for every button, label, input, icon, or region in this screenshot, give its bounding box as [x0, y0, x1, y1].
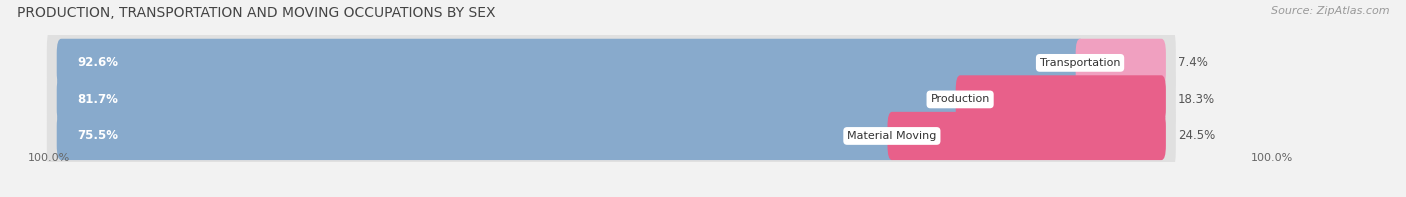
FancyBboxPatch shape — [56, 75, 965, 124]
FancyBboxPatch shape — [46, 56, 1175, 143]
Text: PRODUCTION, TRANSPORTATION AND MOVING OCCUPATIONS BY SEX: PRODUCTION, TRANSPORTATION AND MOVING OC… — [17, 6, 495, 20]
FancyBboxPatch shape — [1076, 39, 1166, 87]
Text: 7.4%: 7.4% — [1178, 56, 1208, 69]
Text: 100.0%: 100.0% — [1251, 153, 1294, 163]
Text: 75.5%: 75.5% — [77, 129, 118, 142]
Text: 81.7%: 81.7% — [77, 93, 118, 106]
Text: 18.3%: 18.3% — [1178, 93, 1215, 106]
Text: Production: Production — [931, 94, 990, 104]
FancyBboxPatch shape — [46, 93, 1175, 179]
Text: Source: ZipAtlas.com: Source: ZipAtlas.com — [1271, 6, 1389, 16]
FancyBboxPatch shape — [46, 20, 1175, 106]
Text: 92.6%: 92.6% — [77, 56, 118, 69]
FancyBboxPatch shape — [56, 112, 896, 160]
Text: Material Moving: Material Moving — [848, 131, 936, 141]
Text: Transportation: Transportation — [1040, 58, 1121, 68]
FancyBboxPatch shape — [956, 75, 1166, 124]
FancyBboxPatch shape — [887, 112, 1166, 160]
Text: 100.0%: 100.0% — [28, 153, 70, 163]
Text: 24.5%: 24.5% — [1178, 129, 1215, 142]
FancyBboxPatch shape — [56, 39, 1084, 87]
